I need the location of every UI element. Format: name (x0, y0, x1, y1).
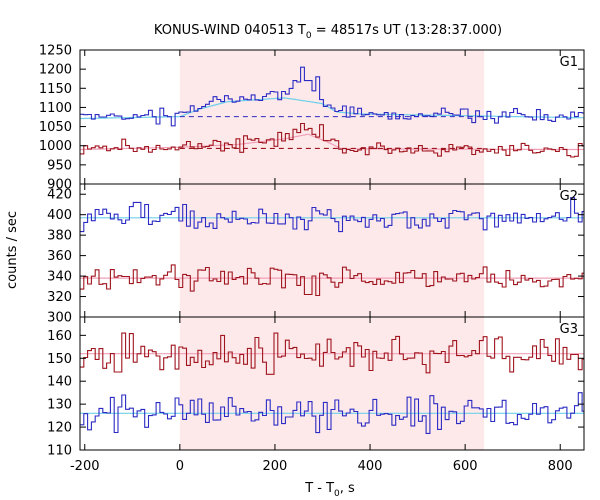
shaded-interval (179, 50, 485, 450)
ytick-label: 1150 (39, 82, 72, 97)
xtick-label: 800 (548, 459, 573, 474)
ytick-label: 340 (47, 270, 72, 285)
x-axis-title: T - T0, s (304, 481, 355, 499)
frame-layer: G1 G2 G3 (79, 49, 585, 451)
ytick-label: 1100 (39, 101, 72, 116)
panel-G1-series-blue (80, 66, 584, 127)
ticks-layer: 9009501000105011001150120012503003203403… (39, 44, 584, 474)
xtick-label: 200 (263, 459, 288, 474)
ytick-label: 1050 (39, 120, 72, 135)
panel-G1-fit-1 (80, 133, 584, 151)
panel-G1-series-red (80, 122, 584, 158)
ytick-label: 950 (47, 158, 72, 173)
panel-G3-series-red (80, 332, 584, 375)
ytick-label: 1000 (39, 139, 72, 154)
xtick-label: 400 (358, 459, 383, 474)
xtick-label: -200 (70, 459, 100, 474)
ytick-label: 1250 (39, 44, 72, 59)
ytick-label: 320 (47, 290, 72, 305)
ytick-label: 360 (47, 249, 72, 264)
ytick-label: 110 (47, 444, 72, 459)
data-series-layer (80, 66, 584, 434)
panel-G3-series-blue (80, 392, 584, 434)
ytick-label: 130 (47, 398, 72, 413)
ytick-label: 420 (47, 188, 72, 203)
ytick-label: 150 (47, 352, 72, 367)
ytick-label: 160 (47, 329, 72, 344)
ytick-label: 380 (47, 229, 72, 244)
shaded-band-layer (179, 50, 485, 450)
ytick-label: 900 (47, 178, 72, 193)
panel-label-G3: G3 (560, 322, 578, 337)
xtick-label: 0 (176, 459, 184, 474)
ytick-label: 400 (47, 208, 72, 223)
panel-G3-frame (79, 316, 585, 451)
ytick-label: 120 (47, 421, 72, 436)
ytick-label: 140 (47, 375, 72, 390)
panel-G2-series-blue (80, 197, 584, 233)
panel-label-G2: G2 (560, 189, 578, 204)
ytick-label: 300 (47, 311, 72, 326)
panel-G2-series-red (80, 264, 584, 297)
panel-label-G1: G1 (560, 55, 578, 70)
xtick-label: 600 (453, 459, 478, 474)
chart-title: KONUS-WIND 040513 T0 = 48517s UT (13:28:… (154, 23, 502, 41)
y-axis-title: counts / sec (5, 211, 20, 289)
ytick-label: 1200 (39, 63, 72, 78)
